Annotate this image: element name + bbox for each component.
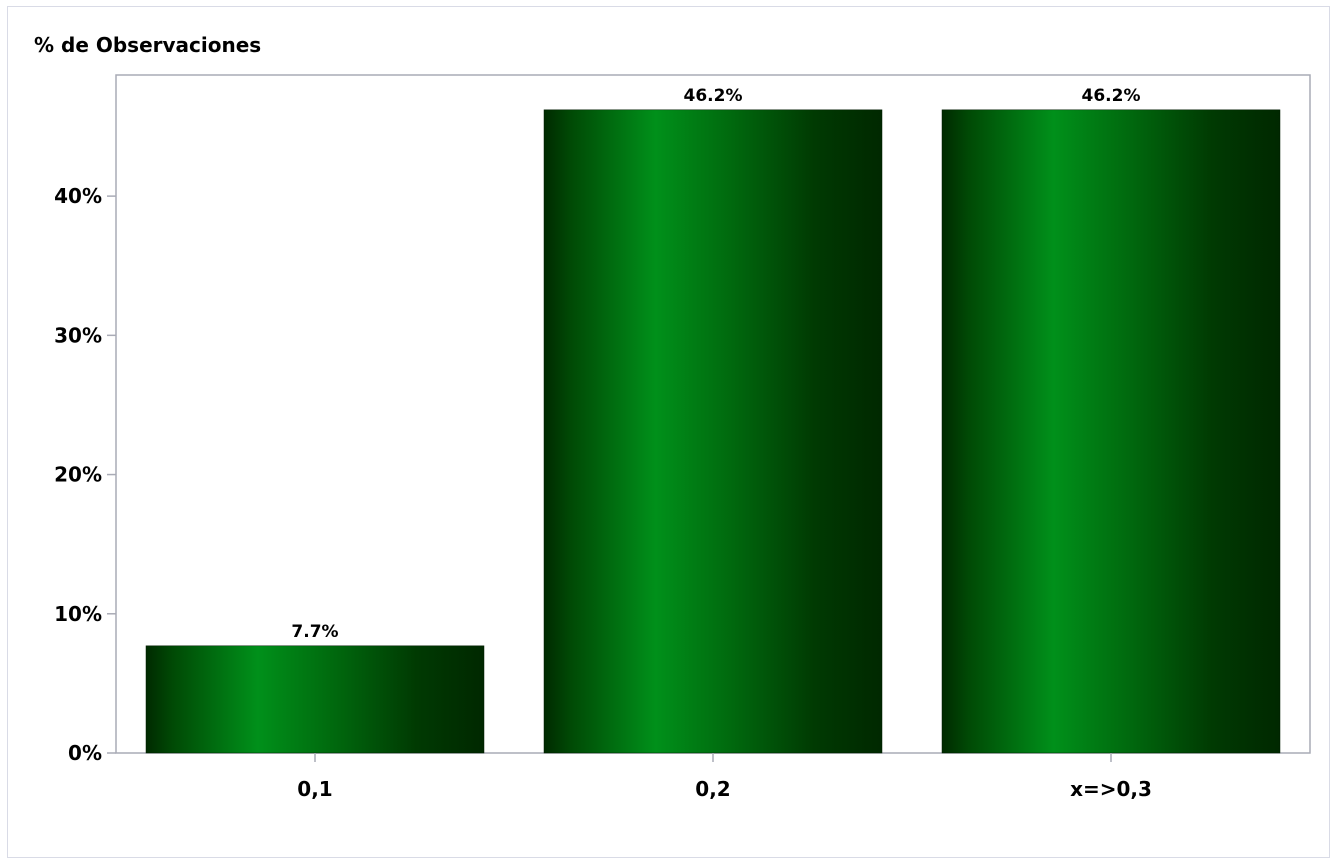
x-axis-ticks: 0,1 0,2 x=>0,3 bbox=[297, 753, 1152, 801]
y-tick-label: 20% bbox=[54, 463, 102, 487]
y-tick-label: 30% bbox=[54, 323, 102, 347]
x-tick-label: 0,1 bbox=[297, 777, 332, 801]
bar-1 bbox=[544, 110, 882, 753]
y-tick-label: 0% bbox=[68, 741, 102, 765]
y-axis-ticks: 0% 10% 20% 30% 40% bbox=[54, 184, 116, 765]
y-axis-label: % de Observaciones bbox=[34, 33, 261, 57]
y-tick-label: 10% bbox=[54, 602, 102, 626]
bar-data-label: 7.7% bbox=[291, 622, 338, 642]
bar-2 bbox=[942, 110, 1280, 753]
x-tick-label: 0,2 bbox=[695, 777, 730, 801]
bars: 7.7% 46.2% 46.2% bbox=[146, 86, 1280, 753]
bar-data-label: 46.2% bbox=[1082, 86, 1141, 106]
y-tick-label: 40% bbox=[54, 184, 102, 208]
bar-data-label: 46.2% bbox=[684, 86, 743, 106]
x-tick-label: x=>0,3 bbox=[1070, 777, 1152, 801]
bar-0 bbox=[146, 646, 484, 753]
